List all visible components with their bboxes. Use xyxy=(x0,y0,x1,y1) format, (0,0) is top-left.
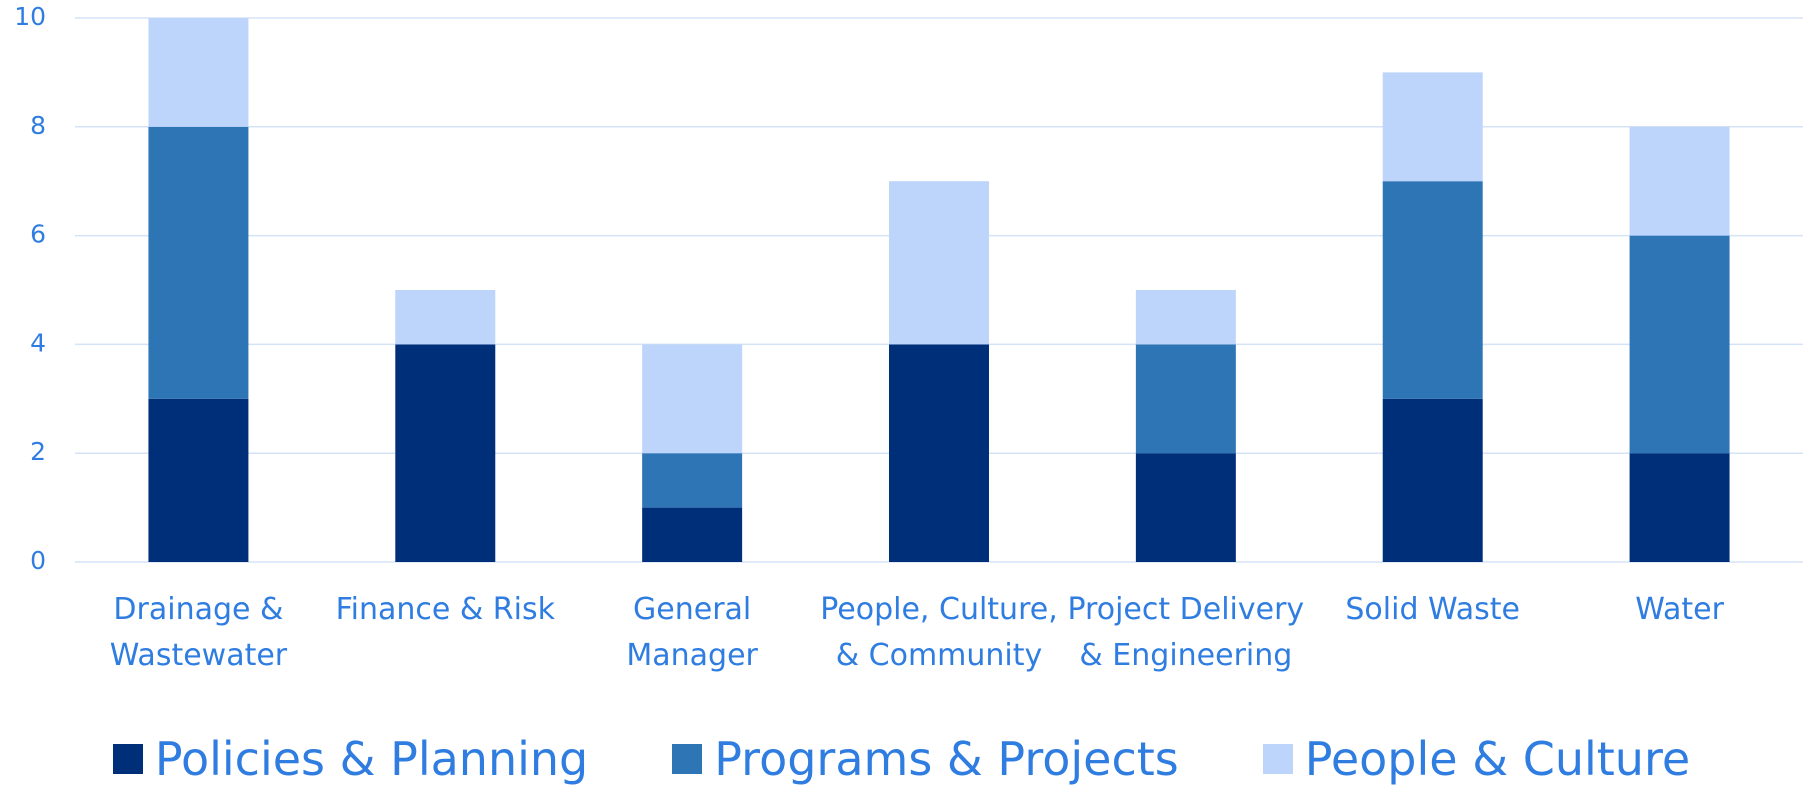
bar-segment xyxy=(1135,290,1236,345)
legend-swatch xyxy=(672,744,703,774)
legend-item: Policies & Planning xyxy=(112,732,589,786)
y-tick-label: 8 xyxy=(30,111,46,140)
legend: Policies & Planning Programs & Projects Pe… xyxy=(0,732,1803,786)
x-tick-label: Project Delivery & Engineering xyxy=(1067,592,1305,673)
bar-segment xyxy=(148,126,249,399)
y-tick-label: 4 xyxy=(30,328,46,357)
bar-segment xyxy=(1382,398,1483,562)
legend-swatch xyxy=(1262,744,1293,774)
bar-segment xyxy=(395,290,496,345)
bar-segment xyxy=(642,507,743,562)
x-tick-label: Solid Waste xyxy=(1345,592,1521,627)
bar-segment xyxy=(889,344,989,562)
bar-segment xyxy=(1629,235,1730,454)
legend-item: Programs & Projects xyxy=(672,732,1179,786)
x-tick-label: Water xyxy=(1635,592,1724,627)
bar-segment xyxy=(395,344,496,562)
x-tick-label: General Manager xyxy=(626,592,758,673)
bar-segment xyxy=(148,18,249,127)
y-tick-label: 10 xyxy=(14,2,46,31)
y-tick-label: 0 xyxy=(30,546,46,575)
bar-segment xyxy=(642,453,743,508)
bar-segment xyxy=(642,344,743,454)
bar-segment xyxy=(1382,72,1483,182)
legend-item: People & Culture xyxy=(1262,732,1691,786)
y-tick-label: 6 xyxy=(30,220,46,249)
legend-swatch xyxy=(112,744,143,774)
bar-segment xyxy=(1135,453,1236,562)
x-tick-label: People, Culture, & Community xyxy=(820,592,1058,673)
bar-segment xyxy=(1382,181,1483,399)
x-tick-label: Finance & Risk xyxy=(335,592,555,627)
bar-segment xyxy=(1629,453,1730,562)
x-tick-label: Drainage & Wastewater xyxy=(109,592,288,673)
legend-label: Programs & Projects xyxy=(714,732,1179,786)
bar-segment xyxy=(889,181,989,345)
y-tick-label: 2 xyxy=(30,437,46,466)
legend-label: Policies & Planning xyxy=(154,732,589,786)
legend-label: People & Culture xyxy=(1304,732,1691,786)
bar-segment xyxy=(148,398,249,562)
bar-segment xyxy=(1629,126,1730,236)
bar-segment xyxy=(1135,344,1236,454)
